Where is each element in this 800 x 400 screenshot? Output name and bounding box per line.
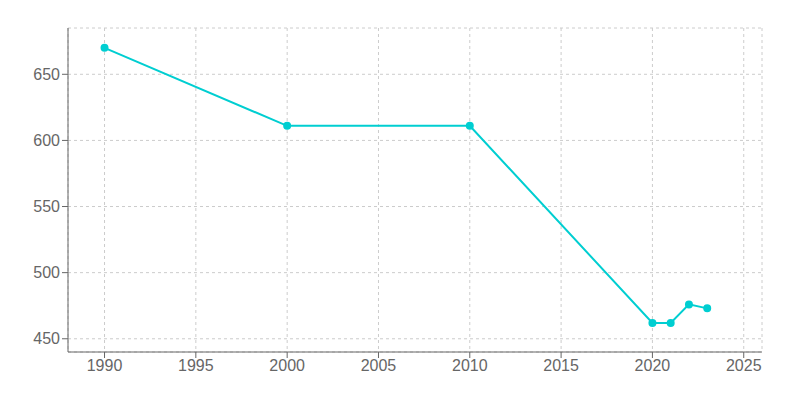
- svg-text:2000: 2000: [269, 357, 305, 374]
- svg-text:450: 450: [33, 330, 60, 347]
- svg-text:550: 550: [33, 198, 60, 215]
- svg-text:2020: 2020: [635, 357, 671, 374]
- svg-text:1995: 1995: [178, 357, 214, 374]
- svg-text:1990: 1990: [87, 357, 123, 374]
- svg-text:500: 500: [33, 264, 60, 281]
- svg-text:2025: 2025: [726, 357, 762, 374]
- svg-text:600: 600: [33, 132, 60, 149]
- svg-text:2005: 2005: [361, 357, 397, 374]
- svg-text:650: 650: [33, 66, 60, 83]
- svg-text:2015: 2015: [543, 357, 579, 374]
- svg-text:2010: 2010: [452, 357, 488, 374]
